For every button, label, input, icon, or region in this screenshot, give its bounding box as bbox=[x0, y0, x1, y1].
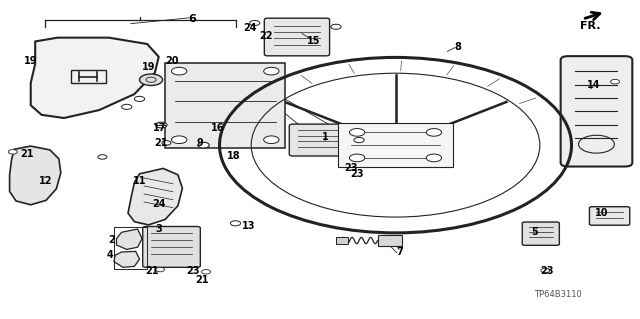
Text: 22: 22 bbox=[259, 31, 273, 41]
Text: 23: 23 bbox=[540, 265, 554, 276]
Text: 5: 5 bbox=[531, 227, 538, 237]
Text: 10: 10 bbox=[595, 208, 609, 218]
FancyBboxPatch shape bbox=[143, 226, 200, 267]
Text: 16: 16 bbox=[211, 122, 225, 133]
Polygon shape bbox=[10, 146, 61, 205]
Circle shape bbox=[198, 142, 209, 148]
Text: 24: 24 bbox=[152, 198, 166, 209]
Bar bbox=[338, 123, 453, 167]
Circle shape bbox=[611, 79, 620, 84]
FancyBboxPatch shape bbox=[522, 222, 559, 245]
Polygon shape bbox=[116, 229, 142, 249]
Circle shape bbox=[98, 155, 107, 159]
Circle shape bbox=[331, 24, 341, 29]
Text: 23: 23 bbox=[344, 163, 358, 174]
Circle shape bbox=[156, 267, 164, 272]
Polygon shape bbox=[128, 168, 182, 225]
Circle shape bbox=[156, 122, 167, 128]
Circle shape bbox=[349, 129, 365, 136]
Circle shape bbox=[230, 221, 241, 226]
Circle shape bbox=[122, 104, 132, 109]
Circle shape bbox=[172, 136, 187, 144]
Polygon shape bbox=[31, 38, 159, 118]
Text: FR.: FR. bbox=[580, 21, 600, 31]
Text: 23: 23 bbox=[350, 169, 364, 179]
Text: 21: 21 bbox=[145, 265, 159, 276]
Text: 21: 21 bbox=[20, 149, 34, 159]
Circle shape bbox=[202, 270, 211, 274]
FancyBboxPatch shape bbox=[589, 207, 630, 225]
Text: 8: 8 bbox=[454, 42, 461, 52]
Circle shape bbox=[134, 96, 145, 101]
Circle shape bbox=[426, 154, 442, 162]
Bar bbox=[114, 227, 147, 269]
Text: 2: 2 bbox=[109, 235, 115, 245]
Circle shape bbox=[264, 67, 279, 75]
Text: TP64B3110: TP64B3110 bbox=[534, 290, 582, 299]
Bar bbox=[378, 235, 402, 246]
Circle shape bbox=[349, 154, 365, 162]
Bar bbox=[165, 63, 285, 148]
Text: 1: 1 bbox=[322, 131, 328, 142]
Text: 7: 7 bbox=[397, 247, 403, 257]
Circle shape bbox=[172, 67, 187, 75]
Text: 14: 14 bbox=[587, 80, 601, 91]
Text: 13: 13 bbox=[241, 221, 255, 232]
Text: 23: 23 bbox=[186, 265, 200, 276]
Text: 6: 6 bbox=[188, 13, 196, 24]
Circle shape bbox=[140, 74, 163, 85]
Circle shape bbox=[354, 137, 364, 143]
Text: 21: 21 bbox=[154, 138, 168, 148]
Text: 19: 19 bbox=[24, 56, 38, 66]
Text: 4: 4 bbox=[107, 250, 113, 260]
Text: 18: 18 bbox=[227, 151, 241, 161]
Text: 9: 9 bbox=[196, 138, 203, 148]
Text: 21: 21 bbox=[195, 275, 209, 285]
Text: 19: 19 bbox=[142, 62, 156, 72]
Circle shape bbox=[264, 136, 279, 144]
Circle shape bbox=[250, 20, 260, 26]
Text: 17: 17 bbox=[152, 122, 166, 133]
Circle shape bbox=[8, 150, 17, 154]
Text: 11: 11 bbox=[132, 176, 147, 186]
Circle shape bbox=[541, 268, 550, 273]
Polygon shape bbox=[114, 251, 140, 267]
Text: 24: 24 bbox=[243, 23, 257, 33]
Text: 20: 20 bbox=[164, 56, 179, 66]
Text: 15: 15 bbox=[307, 36, 321, 46]
Bar bbox=[71, 70, 106, 83]
FancyBboxPatch shape bbox=[264, 18, 330, 56]
Text: 3: 3 bbox=[156, 224, 162, 234]
Text: 12: 12 bbox=[39, 176, 53, 186]
FancyBboxPatch shape bbox=[289, 124, 353, 156]
Circle shape bbox=[162, 141, 171, 145]
Bar bbox=[336, 237, 348, 244]
FancyBboxPatch shape bbox=[561, 56, 632, 167]
Circle shape bbox=[426, 129, 442, 136]
